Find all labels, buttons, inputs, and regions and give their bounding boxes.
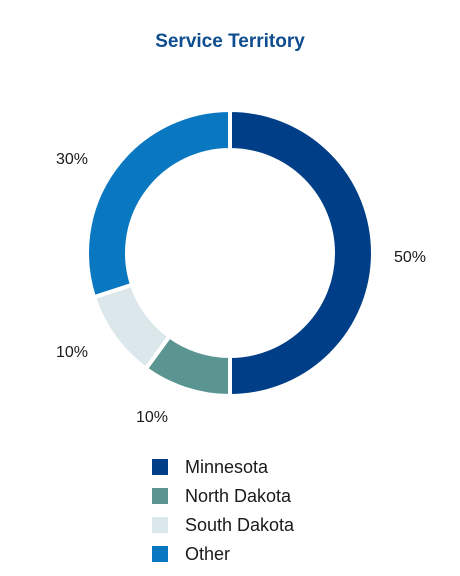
slice-value-labels: 50% 10% 10% 30% [56,151,426,426]
legend-swatch-north-dakota [152,488,168,504]
value-label-other: 30% [56,151,88,168]
slice-minnesota [228,107,375,399]
value-label-north-dakota: 10% [136,409,168,426]
legend-swatch-other [152,546,168,562]
legend-label-other: Other [185,544,230,564]
legend-swatch-south-dakota [152,517,168,533]
donut-slices [85,107,375,399]
value-label-minnesota: 50% [394,249,426,266]
slice-other [85,107,232,300]
legend-label-minnesota: Minnesota [185,457,269,477]
chart-title: Service Territory [155,31,305,52]
legend-label-south-dakota: South Dakota [185,515,295,535]
value-label-south-dakota: 10% [56,344,88,361]
legend: Minnesota North Dakota South Dakota Other [152,457,295,564]
legend-label-north-dakota: North Dakota [185,486,292,506]
legend-swatch-minnesota [152,459,168,475]
